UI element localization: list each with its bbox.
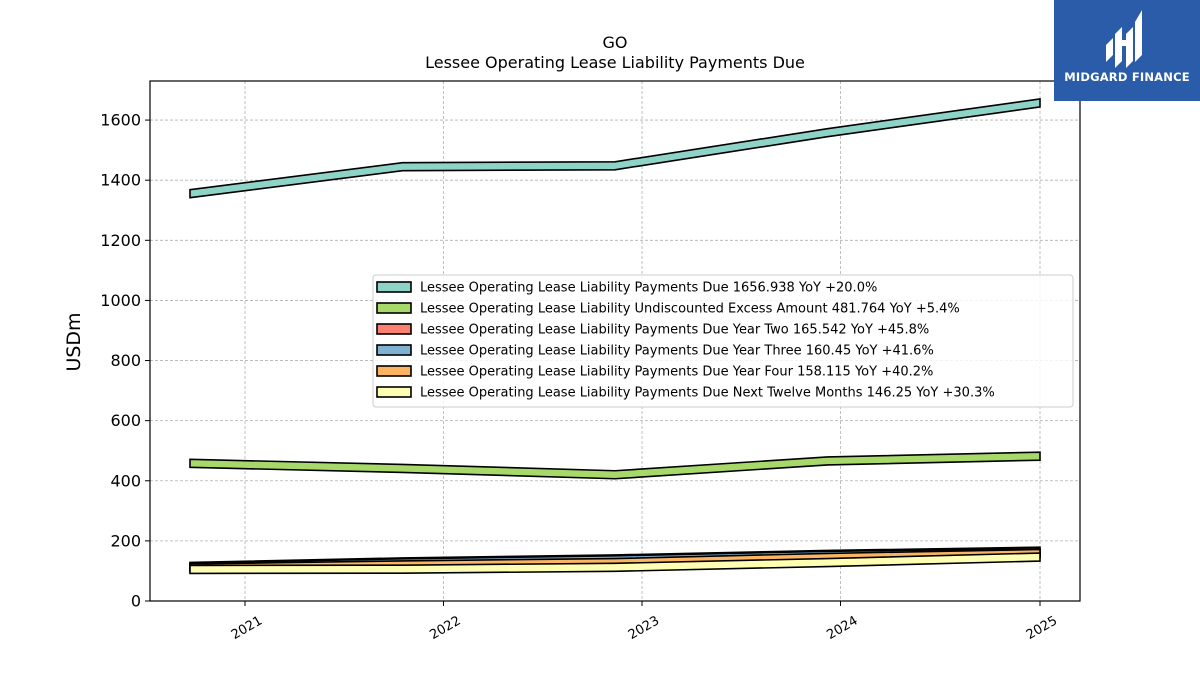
logo: MIDGARD FINANCE bbox=[1054, 0, 1200, 101]
x-tick-label: 2021 bbox=[229, 613, 265, 643]
legend-entry: Lessee Operating Lease Liability Payment… bbox=[420, 344, 934, 359]
x-tick-label: 2025 bbox=[1024, 613, 1060, 643]
legend-swatch bbox=[376, 344, 412, 356]
series-band-1 bbox=[189, 98, 1041, 199]
legend-swatch bbox=[376, 365, 412, 377]
chart-subtitle: Lessee Operating Lease Liability Payment… bbox=[425, 53, 805, 72]
legend: Lessee Operating Lease Liability Payment… bbox=[372, 274, 1074, 408]
y-tick-label: 800 bbox=[110, 351, 141, 370]
legend-swatch bbox=[376, 281, 412, 293]
series-layer bbox=[189, 98, 1041, 575]
x-tick-label: 2023 bbox=[626, 613, 662, 643]
series-band-2 bbox=[189, 451, 1041, 480]
y-tick-label: 400 bbox=[110, 471, 141, 490]
y-tick-label: 1000 bbox=[100, 291, 141, 310]
legend-entry: Lessee Operating Lease Liability Payment… bbox=[420, 365, 933, 380]
legend-box bbox=[372, 274, 1074, 408]
plot-frame bbox=[149, 80, 1081, 602]
y-tick-label: 1200 bbox=[100, 231, 141, 250]
legend-swatch bbox=[376, 302, 412, 314]
y-tick-label: 200 bbox=[110, 531, 141, 550]
y-tick-label: 1600 bbox=[100, 111, 141, 130]
legend-entry: Lessee Operating Lease Liability Undisco… bbox=[420, 302, 960, 317]
legend-entry: Lessee Operating Lease Liability Payment… bbox=[420, 386, 995, 401]
legend-swatch bbox=[376, 323, 412, 335]
legend-entry: Lessee Operating Lease Liability Payment… bbox=[420, 281, 877, 296]
x-tick-label: 2024 bbox=[824, 613, 860, 643]
x-tick-label: 2022 bbox=[427, 613, 463, 643]
grid bbox=[150, 81, 1080, 602]
y-tick-label: 0 bbox=[131, 592, 141, 611]
y-tick-label: 1400 bbox=[100, 171, 141, 190]
series-band-6 bbox=[189, 552, 1041, 575]
y-axis: 0 200 400 600 800 1000 1200 1400 1600 bbox=[100, 111, 150, 611]
logo-mark-icon bbox=[1106, 10, 1142, 68]
y-axis-label: USDm bbox=[63, 312, 85, 371]
chart-title: GO bbox=[603, 33, 628, 52]
logo-text: MIDGARD FINANCE bbox=[1064, 70, 1190, 84]
y-tick-label: 600 bbox=[110, 411, 141, 430]
legend-entry: Lessee Operating Lease Liability Payment… bbox=[420, 323, 929, 338]
x-axis: 2021 2022 2023 2024 2025 bbox=[229, 601, 1060, 643]
legend-swatch bbox=[376, 386, 412, 398]
